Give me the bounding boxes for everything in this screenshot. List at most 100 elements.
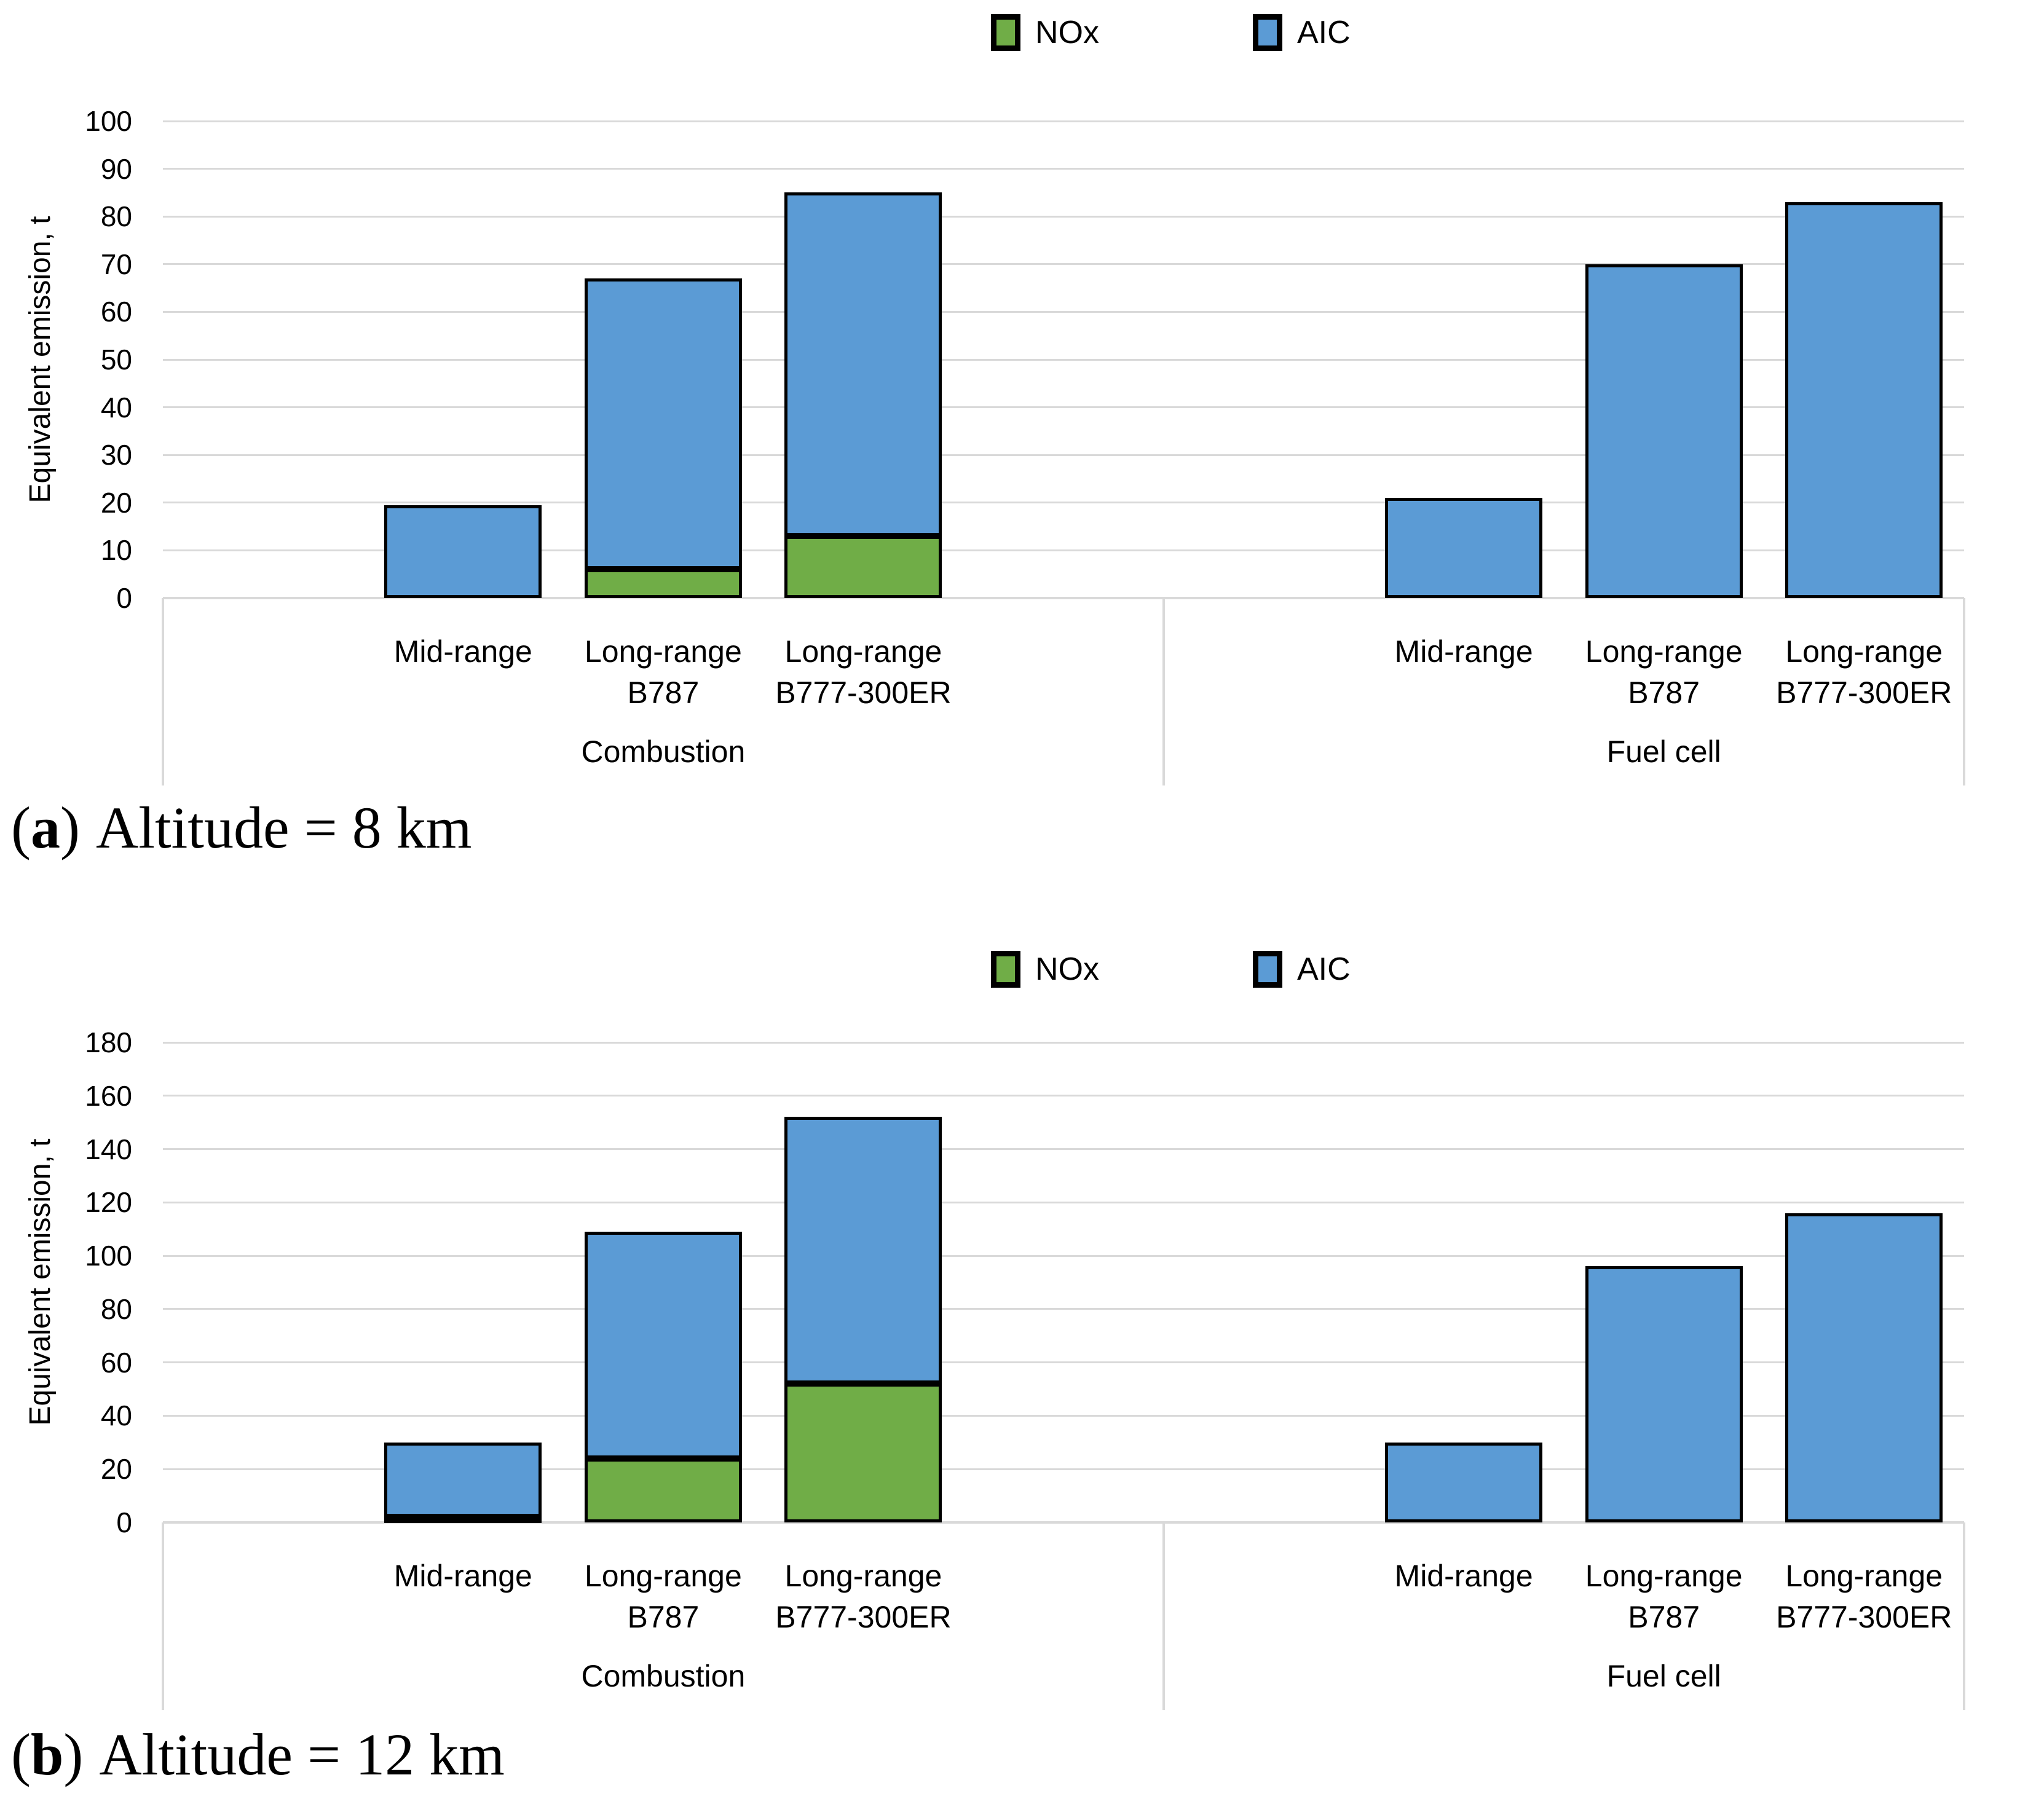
bar-segment-nox xyxy=(584,1458,742,1522)
bar-segment-aic xyxy=(384,505,542,598)
caption-text: Altitude = 8 km xyxy=(95,795,472,860)
gridline-60 xyxy=(163,1361,1964,1364)
y-tick-label-120: 120 xyxy=(85,1186,132,1219)
legend-swatch-nox-icon xyxy=(991,951,1020,988)
category-label: Long-range xyxy=(1785,1559,1943,1593)
bar-segment-aic xyxy=(1585,264,1743,598)
bar-segment-aic xyxy=(1585,1266,1743,1522)
category-label: Long-range xyxy=(584,1559,742,1593)
category-label: B787 xyxy=(1628,1600,1700,1634)
gridline-80 xyxy=(163,215,1964,218)
caption-a: (a) Altitude = 8 km xyxy=(11,794,472,862)
category-label: B777-300ER xyxy=(775,675,952,710)
group-label-fuel-cell: Fuel cell xyxy=(1606,734,1721,769)
gridline-140 xyxy=(163,1148,1964,1151)
category-label: B787 xyxy=(627,675,700,710)
bar-segment-aic xyxy=(784,1117,942,1384)
gridline-120 xyxy=(163,1201,1964,1203)
category-divider-1 xyxy=(1162,1522,1165,1710)
y-tick-label-60: 60 xyxy=(100,1346,132,1379)
legend-swatch-aic-icon xyxy=(1253,951,1282,988)
category-label: Long-range xyxy=(1785,634,1943,669)
group-label-combustion: Combustion xyxy=(581,734,746,769)
y-tick-label-90: 90 xyxy=(100,152,132,185)
caption-b: (b) Altitude = 12 km xyxy=(11,1721,505,1789)
group-label-fuel-cell: Fuel cell xyxy=(1606,1659,1721,1693)
y-tick-label-20: 20 xyxy=(100,486,132,519)
caption-text: Altitude = 12 km xyxy=(99,1722,505,1787)
category-label: B787 xyxy=(1628,675,1700,710)
category-label: Long-range xyxy=(1585,1559,1743,1593)
bar-segment-nox xyxy=(784,536,942,598)
legend-item-aic: AIC xyxy=(1253,14,1351,52)
category-label: Mid-range xyxy=(1394,634,1533,669)
gridline-20 xyxy=(163,1468,1964,1470)
gridline-90 xyxy=(163,168,1964,170)
y-tick-label-40: 40 xyxy=(100,391,132,423)
category-label: B777-300ER xyxy=(1776,1600,1952,1634)
gridline-70 xyxy=(163,263,1964,266)
gridline-80 xyxy=(163,1308,1964,1310)
bar-segment-aic xyxy=(1385,498,1543,598)
legend-swatch-nox-icon xyxy=(991,14,1020,51)
legend-swatch-aic-icon xyxy=(1253,14,1282,51)
gridline-10 xyxy=(163,549,1964,551)
category-label: Long-range xyxy=(1585,634,1743,669)
y-tick-label-20: 20 xyxy=(100,1453,132,1486)
gridline-40 xyxy=(163,406,1964,409)
bar-segment-aic xyxy=(1785,1213,1943,1522)
bar-segment-aic xyxy=(384,1442,542,1518)
category-divider-0 xyxy=(162,598,164,785)
gridline-100 xyxy=(163,120,1964,122)
gridline-160 xyxy=(163,1095,1964,1097)
y-tick-label-180: 180 xyxy=(85,1026,132,1058)
caption-letter: a xyxy=(30,795,60,860)
bar-segment-nox xyxy=(584,569,742,598)
category-label: Mid-range xyxy=(393,1559,532,1593)
category-label: Long-range xyxy=(784,634,942,669)
x-axis-line xyxy=(163,1521,1964,1524)
y-tick-label-40: 40 xyxy=(100,1400,132,1432)
y-tick-label-60: 60 xyxy=(100,296,132,328)
category-divider-2 xyxy=(1963,1522,1965,1710)
y-tick-label-100: 100 xyxy=(85,105,132,137)
bar-segment-aic xyxy=(1785,202,1943,598)
category-divider-0 xyxy=(162,1522,164,1710)
legend-label: AIC xyxy=(1297,15,1351,50)
gridline-60 xyxy=(163,310,1964,313)
bar-segment-aic xyxy=(584,278,742,570)
x-axis-line xyxy=(163,597,1964,599)
caption-close: ) xyxy=(63,1722,84,1787)
y-tick-label-100: 100 xyxy=(85,1240,132,1272)
y-tick-label-30: 30 xyxy=(100,439,132,471)
bar-segment-aic xyxy=(784,192,942,537)
gridline-30 xyxy=(163,454,1964,456)
legend-item-nox: NOx xyxy=(991,14,1099,52)
category-label: B777-300ER xyxy=(1776,675,1952,710)
y-tick-label-70: 70 xyxy=(100,248,132,280)
caption-open: ( xyxy=(11,1722,31,1787)
gridline-100 xyxy=(163,1254,1964,1257)
category-label: B777-300ER xyxy=(775,1600,952,1634)
gridline-50 xyxy=(163,358,1964,361)
gridline-20 xyxy=(163,502,1964,504)
y-tick-label-80: 80 xyxy=(100,200,132,233)
bar-segment-aic xyxy=(584,1232,742,1459)
y-tick-label-80: 80 xyxy=(100,1293,132,1325)
legend-label: NOx xyxy=(1035,951,1099,987)
bar-segment-nox xyxy=(784,1384,942,1522)
category-label: B787 xyxy=(627,1600,700,1634)
group-label-combustion: Combustion xyxy=(581,1659,746,1693)
y-tick-label-10: 10 xyxy=(100,534,132,567)
y-tick-label-140: 140 xyxy=(85,1133,132,1165)
bar-segment-nox xyxy=(384,1517,542,1524)
bar-segment-aic xyxy=(1385,1442,1543,1522)
y-tick-label-0: 0 xyxy=(116,1506,132,1538)
caption-open: ( xyxy=(11,795,31,860)
category-label: Long-range xyxy=(784,1559,942,1593)
caption-close: ) xyxy=(60,795,80,860)
legend-item-nox: NOx xyxy=(991,950,1099,988)
y-tick-label-50: 50 xyxy=(100,344,132,376)
category-divider-2 xyxy=(1963,598,1965,785)
